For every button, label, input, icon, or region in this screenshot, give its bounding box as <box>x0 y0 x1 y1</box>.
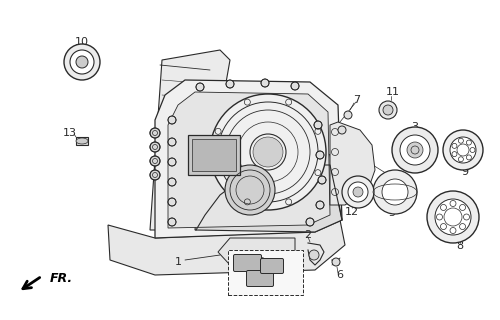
Circle shape <box>226 80 234 88</box>
Text: FR.: FR. <box>50 271 73 284</box>
Circle shape <box>253 137 283 167</box>
Circle shape <box>316 151 324 159</box>
Circle shape <box>407 142 423 158</box>
Circle shape <box>291 82 299 90</box>
Text: 11: 11 <box>386 87 400 97</box>
Circle shape <box>76 56 88 68</box>
Text: 1: 1 <box>174 257 182 267</box>
Polygon shape <box>330 122 375 205</box>
Bar <box>192 139 236 171</box>
Circle shape <box>306 218 314 226</box>
Circle shape <box>342 176 374 208</box>
Circle shape <box>450 137 476 163</box>
Polygon shape <box>168 92 330 228</box>
Circle shape <box>150 170 160 180</box>
Circle shape <box>70 50 94 74</box>
Circle shape <box>314 121 322 129</box>
Circle shape <box>210 94 326 210</box>
Circle shape <box>400 135 430 165</box>
Text: 12: 12 <box>345 207 359 217</box>
Text: 4: 4 <box>286 280 294 290</box>
Circle shape <box>168 158 176 166</box>
Circle shape <box>168 218 176 226</box>
Circle shape <box>427 191 479 243</box>
Polygon shape <box>155 80 342 238</box>
Circle shape <box>225 165 275 215</box>
FancyBboxPatch shape <box>246 270 274 286</box>
Polygon shape <box>195 142 342 232</box>
Circle shape <box>348 182 368 202</box>
Circle shape <box>168 198 176 206</box>
Circle shape <box>168 116 176 124</box>
Circle shape <box>150 142 160 152</box>
Circle shape <box>196 83 204 91</box>
Circle shape <box>168 138 176 146</box>
Bar <box>76 137 88 145</box>
Text: 7: 7 <box>256 218 264 228</box>
FancyBboxPatch shape <box>234 254 262 271</box>
Polygon shape <box>218 238 295 265</box>
Circle shape <box>392 127 438 173</box>
Circle shape <box>353 187 363 197</box>
FancyBboxPatch shape <box>260 259 283 274</box>
Circle shape <box>168 178 176 186</box>
Circle shape <box>64 44 100 80</box>
Circle shape <box>379 101 397 119</box>
Polygon shape <box>150 50 240 230</box>
Circle shape <box>150 156 160 166</box>
Text: 5: 5 <box>388 208 396 218</box>
Text: 10: 10 <box>75 37 89 47</box>
Text: 9: 9 <box>462 167 468 177</box>
Circle shape <box>373 170 417 214</box>
Text: 3: 3 <box>412 122 418 132</box>
Text: 13: 13 <box>63 128 77 138</box>
Circle shape <box>435 199 471 235</box>
Text: 2: 2 <box>304 230 312 240</box>
Circle shape <box>318 176 326 184</box>
Circle shape <box>338 126 346 134</box>
Circle shape <box>344 111 352 119</box>
Polygon shape <box>108 220 345 275</box>
Circle shape <box>150 128 160 138</box>
Circle shape <box>316 201 324 209</box>
FancyBboxPatch shape <box>188 135 240 175</box>
Text: 8: 8 <box>456 241 464 251</box>
Ellipse shape <box>76 138 88 144</box>
Circle shape <box>443 130 483 170</box>
Text: 7: 7 <box>354 95 360 105</box>
Text: 6: 6 <box>336 270 344 280</box>
Circle shape <box>309 250 319 260</box>
Circle shape <box>332 258 340 266</box>
Circle shape <box>261 79 269 87</box>
Circle shape <box>382 179 408 205</box>
Bar <box>228 250 303 295</box>
Circle shape <box>383 105 393 115</box>
